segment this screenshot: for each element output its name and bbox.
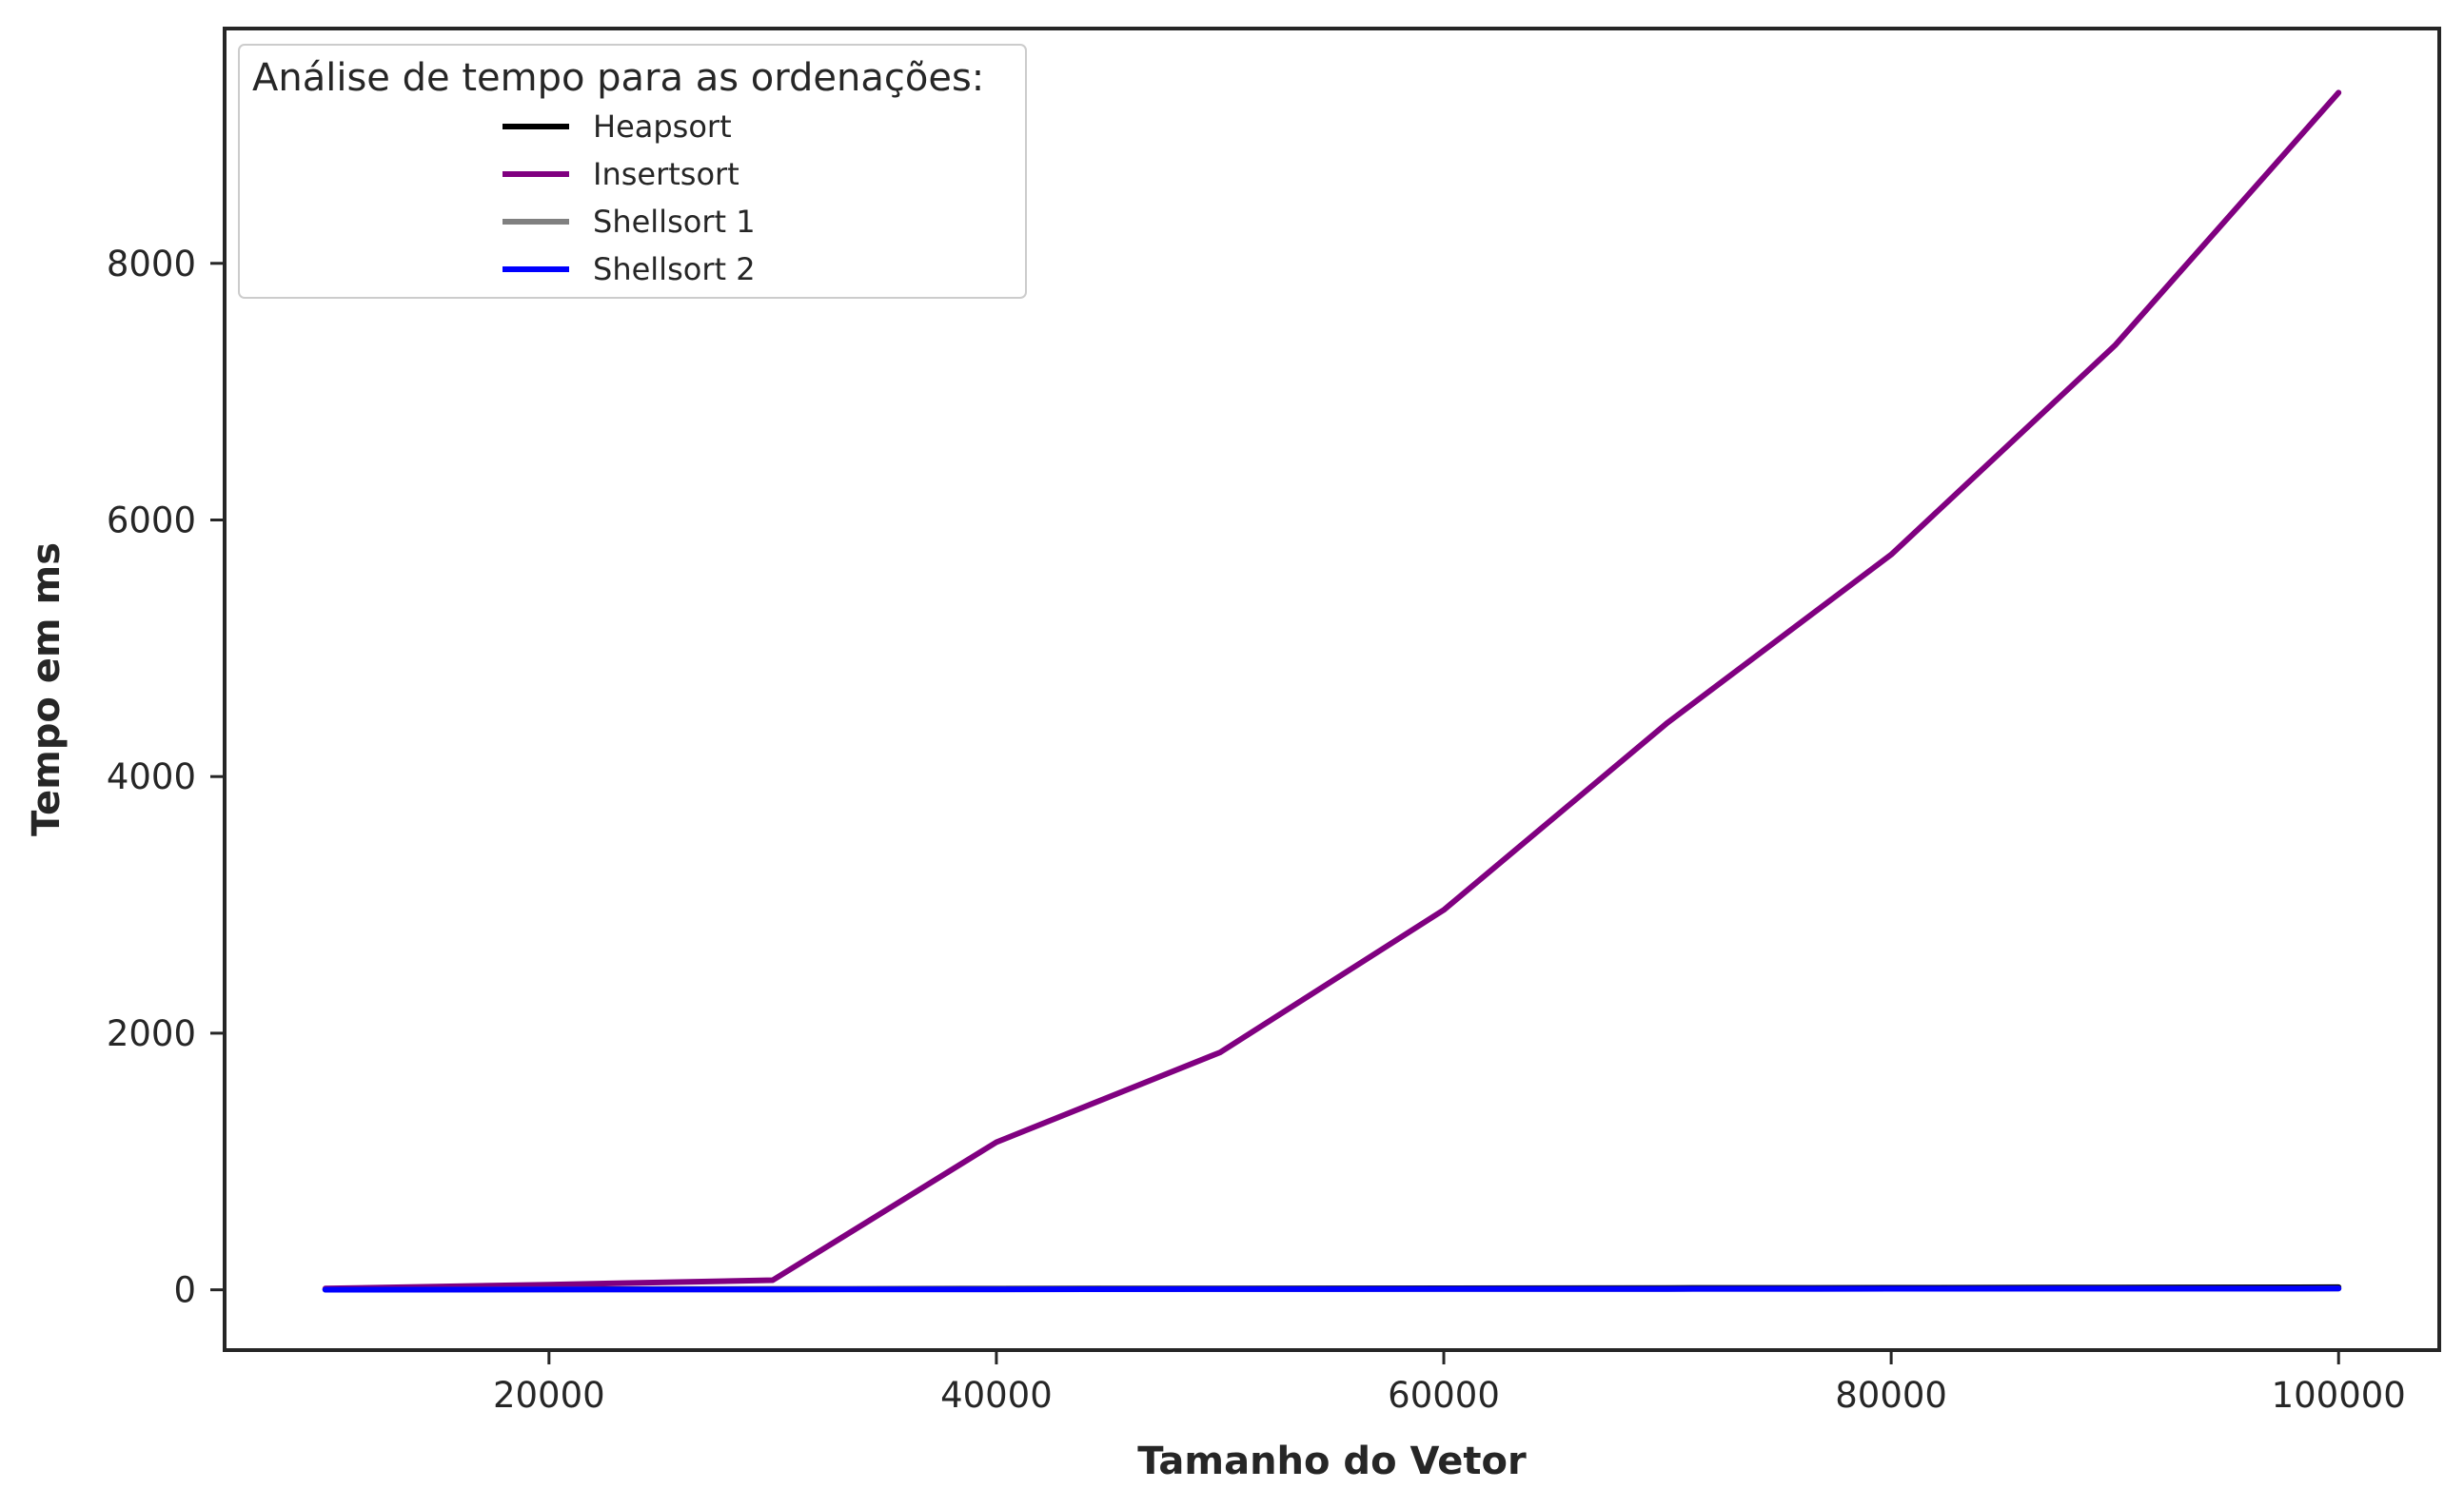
- legend-items: Heapsort Insertsort Shellsort 1 Shellsort 2: [503, 108, 756, 287]
- x-tick-label: 100000: [2272, 1375, 2406, 1416]
- x-axis-title: Tamanho do Vetor: [1137, 1440, 1527, 1483]
- x-tick-label: 60000: [1388, 1375, 1500, 1416]
- plot-frame: [223, 27, 2441, 1352]
- x-tick-label: 20000: [493, 1375, 605, 1416]
- y-tick-label: 0: [173, 1270, 196, 1311]
- series-line-shellsort-2: [322, 1285, 2342, 1293]
- legend: Análise de tempo para as ordenações: Hea…: [238, 44, 1027, 299]
- y-tick-label: 6000: [107, 500, 196, 540]
- legend-label: Heapsort: [593, 108, 732, 145]
- x-axis-ticks: 20000 40000 60000 80000 100000: [493, 1350, 2406, 1416]
- y-tick-label: 4000: [107, 756, 196, 797]
- x-tick-label: 80000: [1835, 1375, 1947, 1416]
- legend-label: Insertsort: [593, 156, 739, 192]
- legend-label: Shellsort 2: [593, 251, 756, 287]
- series-line-insertsort: [322, 89, 2342, 1292]
- legend-label: Shellsort 1: [593, 204, 756, 240]
- y-axis-ticks: 0 2000 4000 6000 8000: [107, 244, 225, 1311]
- series-lines: [322, 89, 2342, 1293]
- x-tick-label: 40000: [940, 1375, 1053, 1416]
- y-tick-label: 2000: [107, 1013, 196, 1054]
- y-tick-label: 8000: [107, 244, 196, 284]
- legend-box: [238, 44, 1027, 299]
- y-axis-title: Tempo em ms: [25, 542, 69, 836]
- legend-title: Análise de tempo para as ordenações:: [252, 56, 984, 100]
